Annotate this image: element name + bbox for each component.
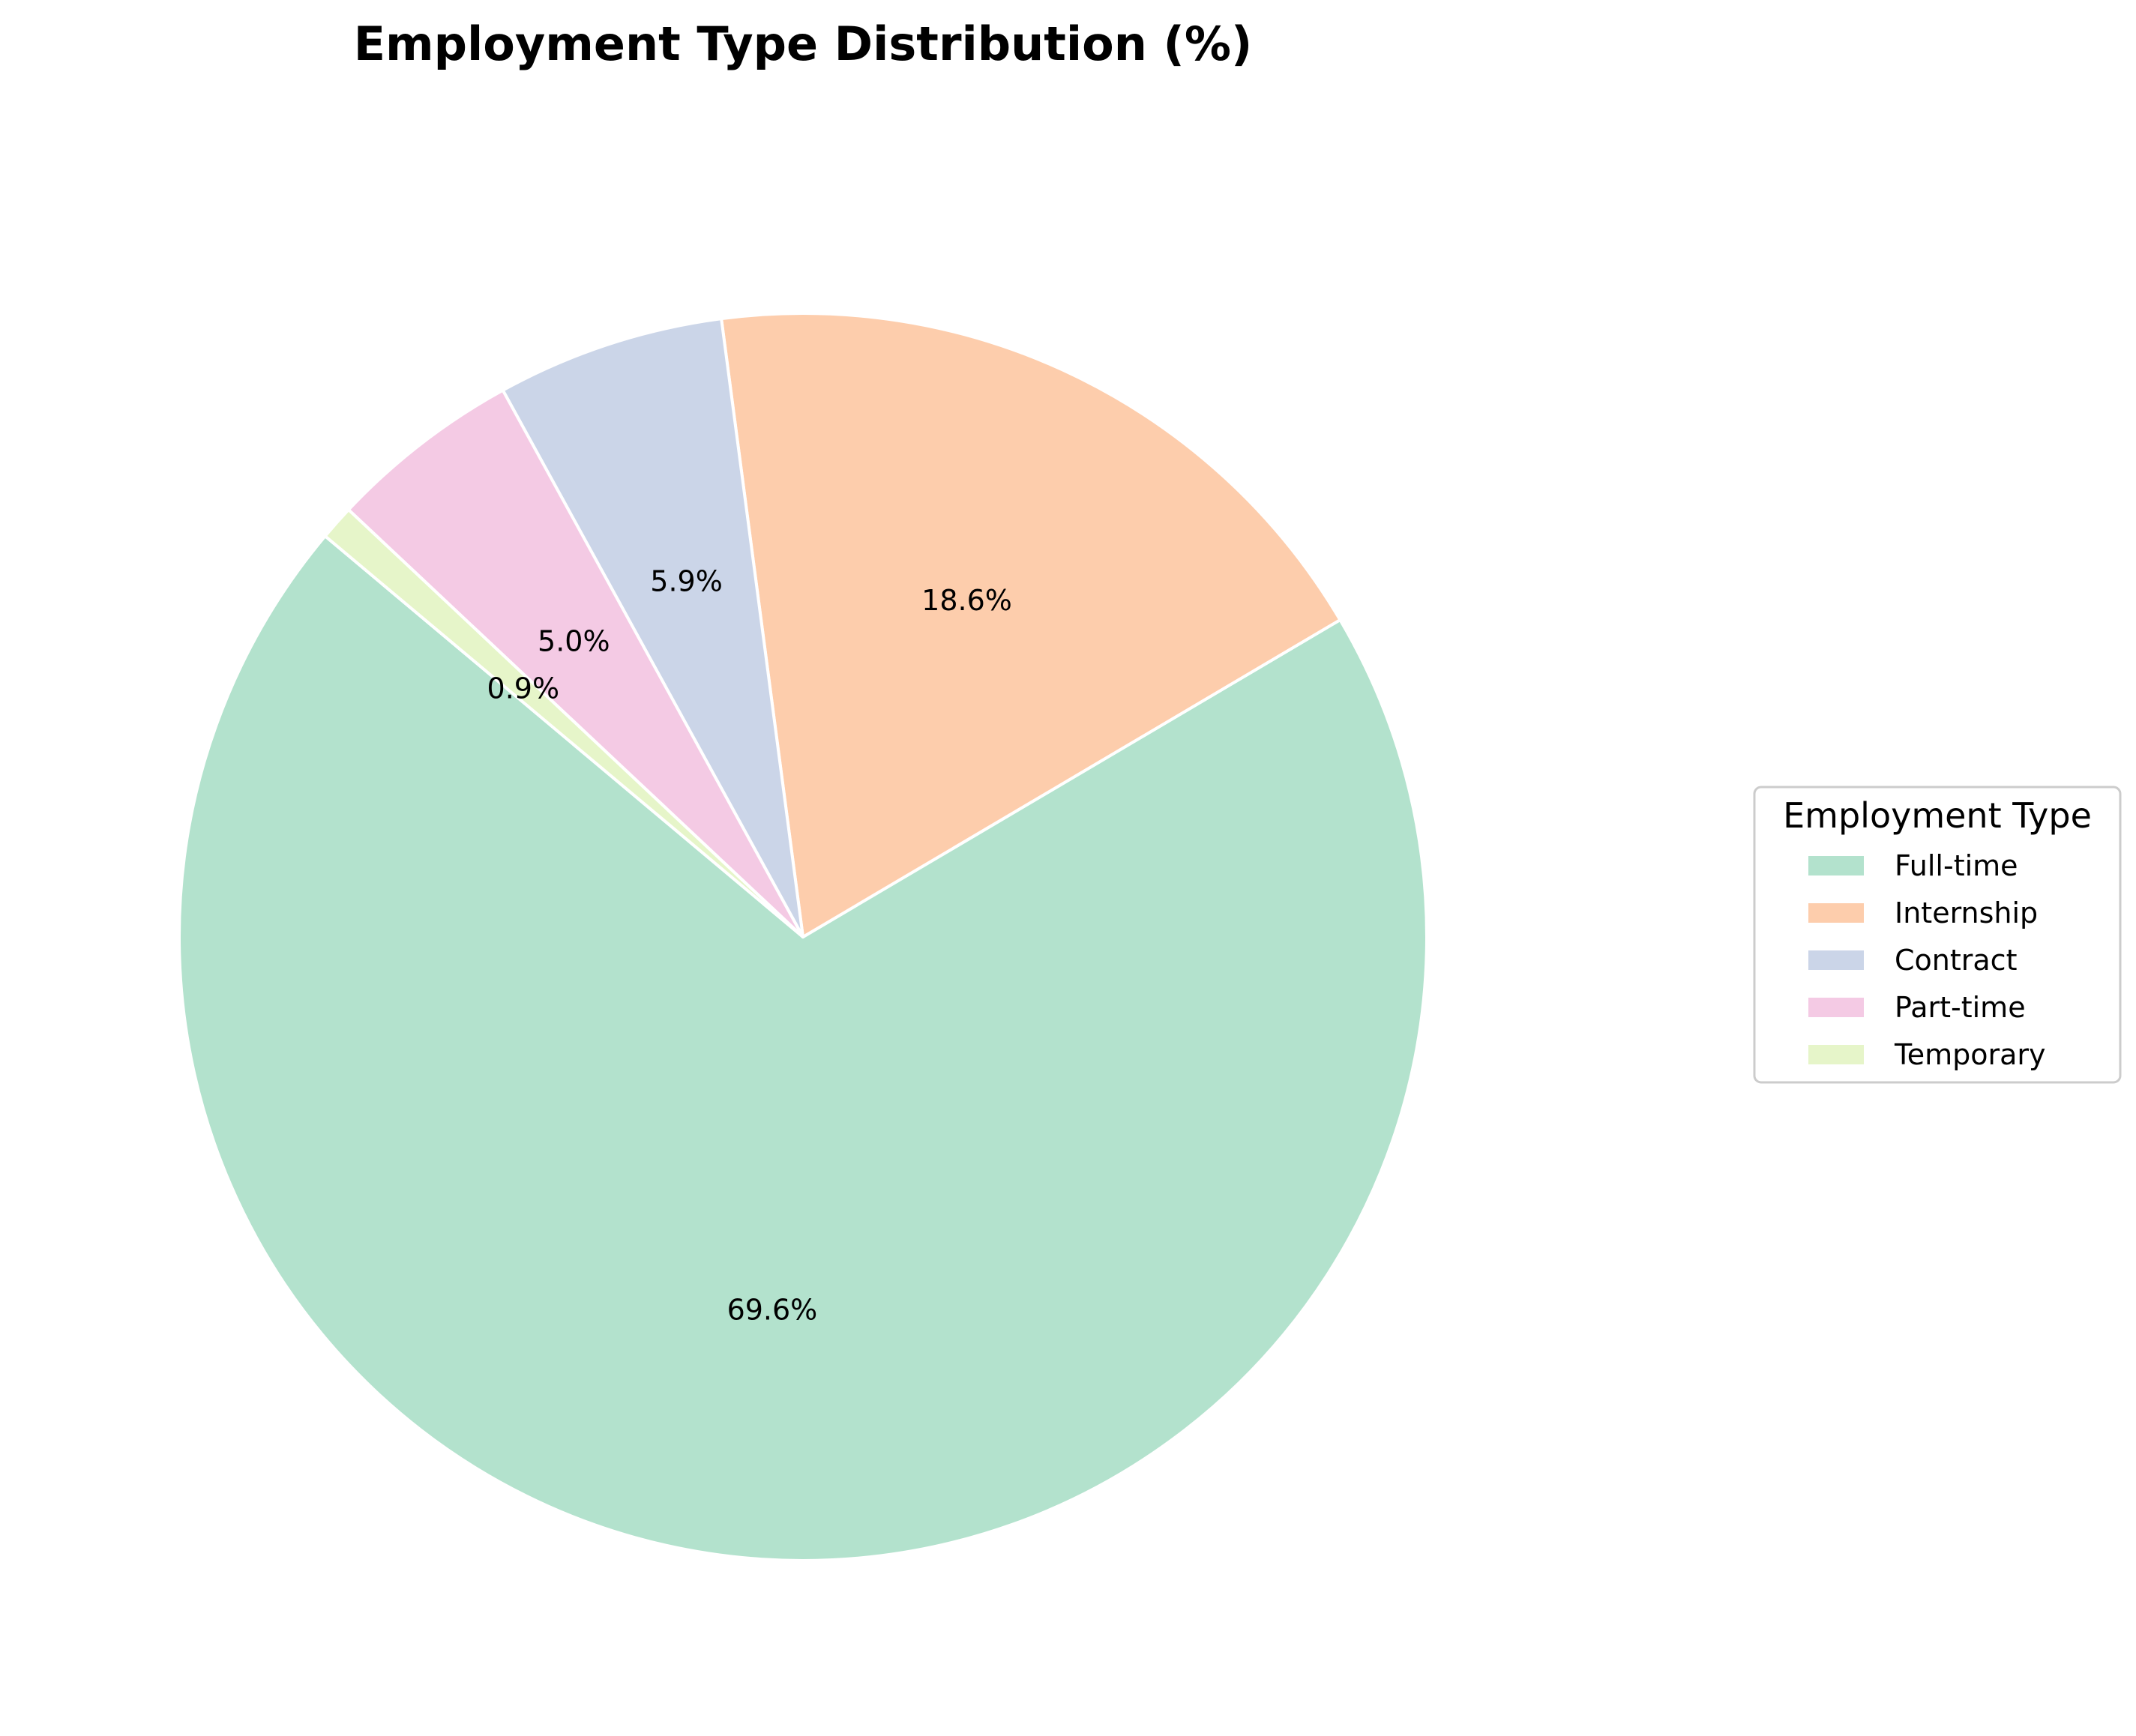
pie-value-label: 5.9% (650, 565, 723, 598)
legend-items: Full-time Internship Contract Part-time Temp… (1808, 849, 2046, 1071)
legend-title: Employment Type (1783, 795, 2092, 836)
legend-label: Contract (1895, 944, 2017, 977)
legend: Employment Type Full-time Internship Contr… (1753, 786, 2122, 1084)
pie-value-label: 0.9% (487, 672, 560, 705)
legend-swatch (1808, 950, 1864, 970)
pie-slice-temporary (323, 508, 804, 938)
legend-swatch (1808, 903, 1864, 923)
pie-labels: 69.6% 18.6% 5.9% 5.0% 0.9% (487, 565, 1012, 1327)
pie-value-label: 18.6% (921, 584, 1012, 617)
pie-slice-internship (720, 312, 1342, 938)
legend-swatch (1808, 856, 1864, 875)
pie-value-label: 69.6% (727, 1294, 818, 1327)
pie-slice-full-time (178, 534, 1428, 1562)
pie-slice-part-time (346, 388, 804, 938)
legend-label: Internship (1895, 896, 2038, 929)
pie-slices (178, 312, 1428, 1562)
legend-label: Full-time (1895, 849, 2018, 882)
legend-swatch (1808, 998, 1864, 1017)
legend-label: Temporary (1894, 1038, 2046, 1071)
pie-slice-contract (501, 317, 804, 938)
chart-title: Employment Type Distribution (%) (354, 16, 1253, 71)
pie-value-label: 5.0% (538, 624, 610, 657)
legend-label: Part-time (1895, 991, 2026, 1024)
legend-swatch (1808, 1045, 1864, 1064)
